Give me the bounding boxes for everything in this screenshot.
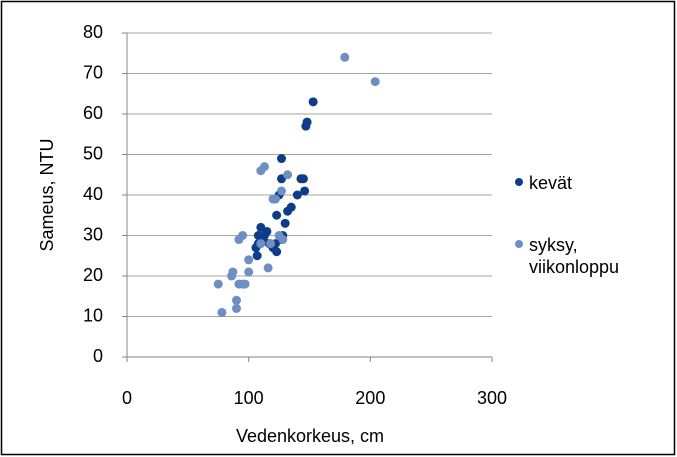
y-tick-label: 30 <box>83 224 103 244</box>
scatter-point <box>296 174 306 184</box>
x-tick-label: 100 <box>234 388 264 408</box>
scatter-point <box>256 239 266 249</box>
scatter-point <box>278 235 288 245</box>
scatter-point <box>256 222 266 232</box>
x-tick-label: 0 <box>122 388 132 408</box>
legend-marker <box>515 240 523 248</box>
scatter-point <box>340 52 350 62</box>
scatter-point <box>308 97 318 107</box>
scatter-point <box>283 170 293 180</box>
scatter-point <box>217 307 227 317</box>
scatter-point <box>283 206 293 216</box>
scatter-point <box>266 239 276 249</box>
legend-item: syksy, viikonloppu <box>515 234 669 278</box>
y-tick-label: 70 <box>83 62 103 82</box>
x-tick-label: 200 <box>355 388 385 408</box>
scatter-point <box>234 235 244 245</box>
scatter-point <box>270 194 280 204</box>
scatter-point <box>244 255 254 265</box>
scatter-point <box>256 166 266 176</box>
y-axis-title: Sameus, NTU <box>37 138 57 251</box>
scatter-point <box>301 121 311 131</box>
scatter-point <box>244 267 254 277</box>
scatter-point <box>370 77 380 87</box>
scatter-point <box>300 186 310 196</box>
scatter-point <box>227 271 237 281</box>
legend-label: kevät <box>529 173 573 193</box>
y-tick-label: 20 <box>83 265 103 285</box>
legend-marker <box>515 178 523 186</box>
scatter-point <box>213 279 223 289</box>
scatter-point <box>240 279 250 289</box>
scatter-point <box>277 154 287 164</box>
y-tick-label: 80 <box>83 22 103 42</box>
scatter-point <box>272 247 282 257</box>
x-tick-label: 300 <box>477 388 507 408</box>
scatter-point <box>263 263 273 273</box>
scatter-point <box>232 303 241 313</box>
scatter-point <box>292 190 302 200</box>
legend-item: kevät <box>515 172 669 194</box>
scatter-point <box>232 295 241 305</box>
y-tick-label: 10 <box>83 305 103 325</box>
legend-label: syksy, viikonloppu <box>529 235 620 277</box>
scatter-point <box>252 251 262 261</box>
x-axis-title: Vedenkorkeus, cm <box>236 426 384 446</box>
y-tick-label: 0 <box>93 346 103 366</box>
y-tick-label: 50 <box>83 143 103 163</box>
scatter-point <box>277 186 287 196</box>
y-tick-label: 60 <box>83 103 103 123</box>
scatter-point <box>272 210 282 220</box>
scatter-point <box>280 218 290 228</box>
y-tick-label: 40 <box>83 184 103 204</box>
